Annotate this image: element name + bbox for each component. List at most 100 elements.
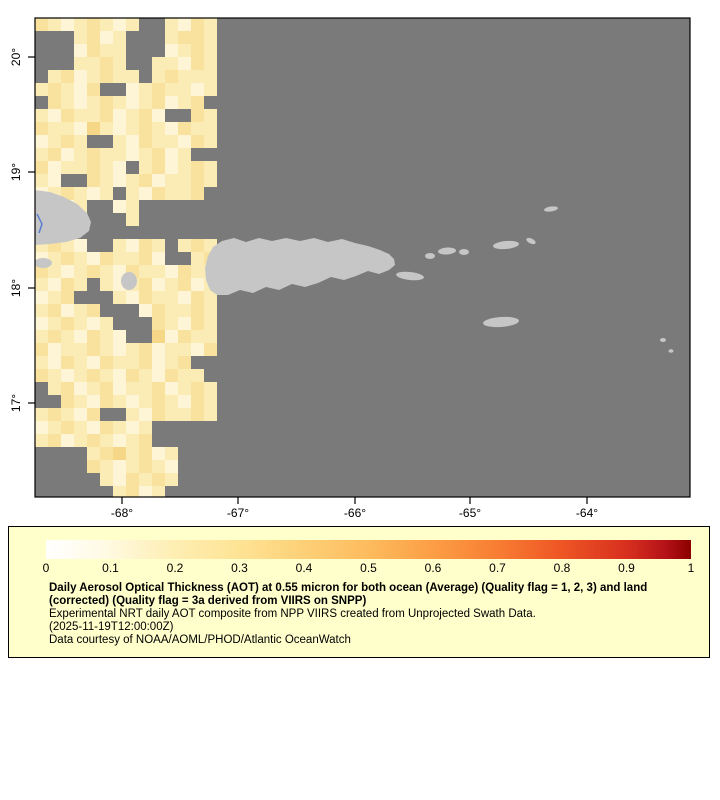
aot-cell xyxy=(204,291,217,304)
aot-cell xyxy=(113,148,126,161)
aot-cell xyxy=(139,473,152,486)
aot-cell xyxy=(74,161,87,174)
aot-cell xyxy=(139,434,152,447)
aot-cell xyxy=(61,187,74,200)
aot-cell xyxy=(35,317,48,330)
aot-cell xyxy=(204,408,217,421)
aot-cell xyxy=(100,57,113,70)
aot-cell xyxy=(100,252,113,265)
aot-cell xyxy=(35,122,48,135)
aot-cell xyxy=(126,447,139,460)
aot-cell xyxy=(204,109,217,122)
aot-cell xyxy=(74,96,87,109)
colorbar-tick-label: 1 xyxy=(687,561,695,575)
aot-cell xyxy=(48,70,61,83)
aot-cell xyxy=(74,304,87,317)
aot-cell xyxy=(152,460,165,473)
aot-cell xyxy=(126,135,139,148)
aot-cell xyxy=(35,135,48,148)
aot-cell xyxy=(74,135,87,148)
aot-cell xyxy=(87,447,100,460)
aot-cell xyxy=(100,356,113,369)
aot-cell xyxy=(191,174,204,187)
aot-cell xyxy=(204,83,217,96)
aot-cell xyxy=(178,174,191,187)
aot-cell xyxy=(87,18,100,31)
aot-cell xyxy=(87,317,100,330)
aot-cell xyxy=(74,356,87,369)
aot-cell xyxy=(87,265,100,278)
aot-cell xyxy=(126,174,139,187)
aot-cell xyxy=(165,291,178,304)
aot-cell xyxy=(152,174,165,187)
colorbar-tick-label: 0.3 xyxy=(231,561,248,575)
aot-cell xyxy=(139,291,152,304)
aot-cell xyxy=(100,278,113,291)
aot-cell xyxy=(152,187,165,200)
aot-cell xyxy=(139,161,152,174)
aot-cell xyxy=(61,96,74,109)
aot-cell xyxy=(178,291,191,304)
hispaniola-east-tip xyxy=(35,190,91,245)
aot-cell xyxy=(191,395,204,408)
aot-cell xyxy=(87,330,100,343)
aot-cell xyxy=(139,252,152,265)
aot-cell xyxy=(113,291,126,304)
aot-cell xyxy=(61,252,74,265)
aot-cell xyxy=(165,96,178,109)
aot-cell xyxy=(74,44,87,57)
aot-cell xyxy=(113,265,126,278)
saona-island xyxy=(35,258,52,268)
legend-line-courtesy: Data courtesy of NOAA/AOML/PHOD/Atlantic… xyxy=(49,633,351,646)
aot-cell xyxy=(191,291,204,304)
aot-cell xyxy=(100,343,113,356)
lat-axis-label: 19° xyxy=(9,163,23,181)
aot-cell xyxy=(48,96,61,109)
aot-cell xyxy=(74,70,87,83)
aot-cell xyxy=(48,83,61,96)
aot-cell xyxy=(139,96,152,109)
aot-cell xyxy=(48,278,61,291)
aot-cell xyxy=(165,317,178,330)
aot-cell xyxy=(113,395,126,408)
aot-cell xyxy=(113,70,126,83)
aot-cell xyxy=(100,460,113,473)
aot-cell xyxy=(191,135,204,148)
aot-cell xyxy=(152,265,165,278)
aot-cell xyxy=(178,135,191,148)
aot-cell xyxy=(100,187,113,200)
aot-cell xyxy=(74,18,87,31)
colorbar-tick-label: 0.1 xyxy=(102,561,119,575)
aot-cell xyxy=(113,447,126,460)
legend-text-block: Daily Aerosol Optical Thickness (AOT) at… xyxy=(49,582,687,646)
aot-cell xyxy=(87,70,100,83)
aot-cell xyxy=(48,304,61,317)
aot-cell xyxy=(100,70,113,83)
aot-cell xyxy=(61,161,74,174)
aot-cell xyxy=(113,174,126,187)
aot-cell xyxy=(204,122,217,135)
aot-cell xyxy=(152,148,165,161)
landmasses xyxy=(35,190,674,353)
aot-cell xyxy=(35,356,48,369)
aot-cell xyxy=(87,421,100,434)
aot-cell xyxy=(191,265,204,278)
aot-cell xyxy=(126,109,139,122)
aot-cell xyxy=(152,447,165,460)
saba xyxy=(660,338,666,342)
aot-cell xyxy=(165,356,178,369)
aot-cell xyxy=(139,408,152,421)
aot-cell xyxy=(87,122,100,135)
aot-cell xyxy=(61,421,74,434)
aot-cell xyxy=(100,382,113,395)
aot-cell xyxy=(113,434,126,447)
aot-cell xyxy=(139,486,152,497)
aot-cell xyxy=(165,70,178,83)
aot-cell xyxy=(35,434,48,447)
aot-cell xyxy=(126,187,139,200)
aot-cell xyxy=(139,278,152,291)
aot-cell xyxy=(204,70,217,83)
aot-cell xyxy=(178,148,191,161)
aot-cell xyxy=(191,31,204,44)
aot-cell xyxy=(35,421,48,434)
